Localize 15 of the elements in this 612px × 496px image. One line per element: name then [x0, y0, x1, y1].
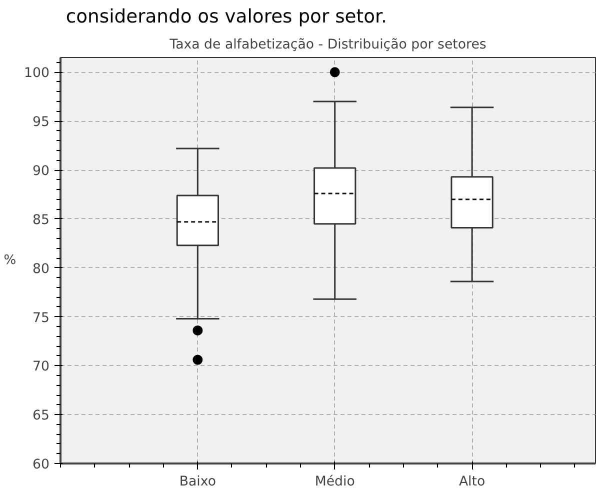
- y-tick-label: 60: [32, 458, 50, 472]
- x-tick-label: Alto: [458, 474, 486, 490]
- y-tick-label: 90: [32, 164, 50, 180]
- y-tick-label: 95: [32, 115, 50, 130]
- y-tick-label: 100: [24, 66, 50, 82]
- x-tick-label: Médio: [314, 474, 355, 490]
- chart-title: Taxa de alfabetização - Distribuição por setores: [168, 38, 486, 52]
- y-axis-title: %: [4, 253, 16, 268]
- y-tick-label: 85: [32, 212, 50, 228]
- y-tick-label: 65: [32, 408, 50, 424]
- y-tick-label: 70: [32, 360, 50, 375]
- x-tick-label: Baixo: [179, 474, 216, 490]
- y-tick-label: 75: [32, 310, 50, 326]
- y-tick-label: 80: [32, 262, 50, 277]
- text: considerando os valores por setor.: [66, 6, 387, 28]
